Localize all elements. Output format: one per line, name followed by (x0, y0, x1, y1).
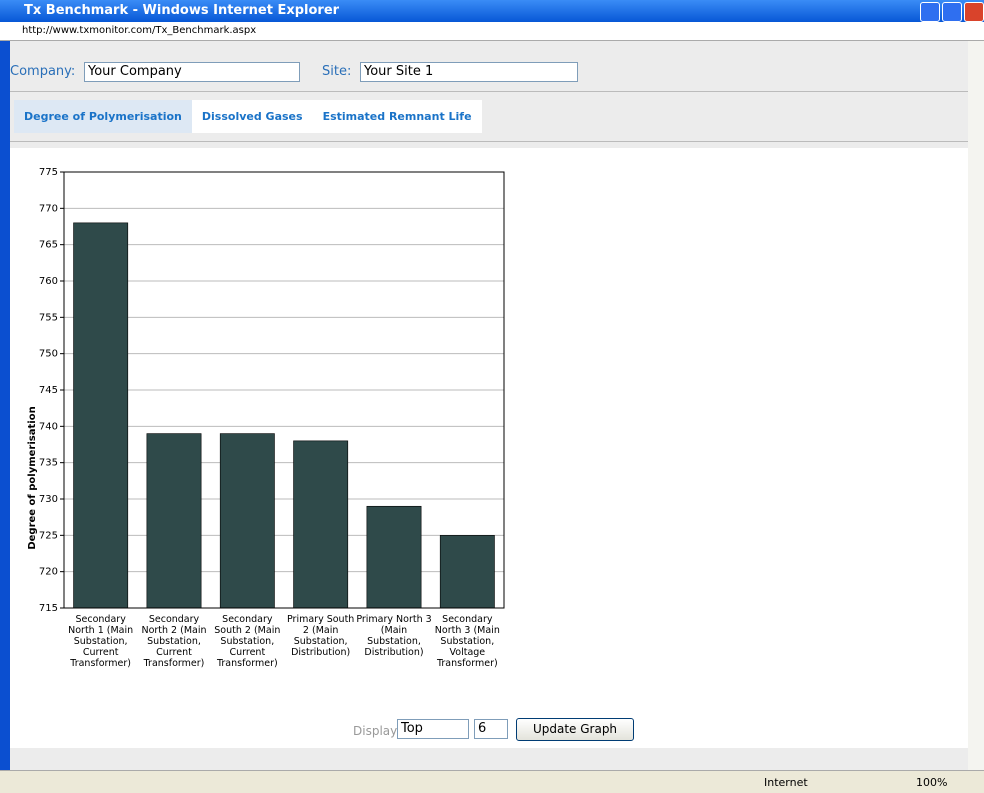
bar (439, 535, 495, 609)
bar (146, 433, 202, 609)
divider (10, 91, 968, 92)
y-tick-label: 735 (39, 458, 58, 469)
scrollbar (968, 41, 984, 770)
bar (73, 222, 129, 609)
x-tick-label: Primary South 2 (Main Substation, Distri… (286, 614, 355, 658)
company-select[interactable]: Your Company (84, 62, 300, 82)
chart: Degree of polymerisation 715 720 725 730 735… (27, 167, 505, 614)
address-bar: http://www.txmonitor.com/Tx_Benchmark.as… (0, 22, 984, 41)
update-button[interactable]: Update Graph (516, 718, 634, 741)
x-tick-label: Primary North 3 (Main Substation, Distri… (356, 614, 432, 658)
y-tick-label: 770 (39, 203, 58, 214)
y-tick-label: 740 (39, 421, 58, 432)
bar (366, 505, 422, 609)
minimize[interactable] (920, 2, 940, 22)
x-tick-label: Secondary North 3 (Main Substation, Volt… (434, 614, 500, 669)
zoom[interactable]: 100% (916, 776, 948, 789)
y-tick-label: 775 (39, 167, 58, 178)
y-tick-label: 715 (39, 603, 58, 614)
tab[interactable]: Degree of Polymerisation (14, 100, 192, 133)
window-title: Tx Benchmark - Windows Internet Explorer (24, 3, 340, 18)
y-tick-label: 725 (39, 530, 58, 541)
y-tick-label: 745 (39, 385, 58, 396)
plot-frame (63, 171, 505, 609)
y-tick-label: 720 (39, 567, 58, 578)
url[interactable]: http://www.txmonitor.com/Tx_Benchmark.as… (22, 25, 257, 36)
x-tick-label: Secondary South 2 (Main Substation, Curr… (214, 614, 281, 669)
content: Degree of polymerisation 715 720 725 730 735… (10, 148, 968, 748)
divider (10, 141, 968, 142)
status-bar: Internet 100% (0, 770, 984, 793)
maximize[interactable] (942, 2, 962, 22)
x-tick-label: Secondary North 1 (Main Substation, Curr… (68, 614, 134, 669)
y-tick-label: 765 (39, 240, 58, 251)
company-label: Company: (10, 64, 76, 79)
y-tick-label: 760 (39, 276, 58, 287)
y-tick-label: 750 (39, 349, 58, 360)
y-axis-label: Degree of polymerisation (27, 406, 38, 549)
zone: Internet (764, 776, 808, 789)
display-label: Display (353, 724, 398, 738)
tabs: Degree of Polymerisation Dissolved Gases E… (14, 100, 482, 133)
y-tick-label: 730 (39, 494, 58, 505)
tab[interactable]: Estimated Remnant Life (322, 110, 472, 123)
bar (219, 433, 275, 609)
page-area: Company: Your Company Site: Your Site 1 … (10, 41, 968, 770)
close[interactable] (964, 2, 984, 22)
display-select[interactable]: Top (397, 719, 469, 739)
tab[interactable]: Dissolved Gases (201, 110, 303, 123)
site-select[interactable]: Your Site 1 (360, 62, 578, 82)
bar (293, 440, 349, 609)
y-tick-label: 755 (39, 312, 58, 323)
count-input[interactable]: 6 (474, 719, 508, 739)
site-label: Site: (322, 64, 352, 79)
title-bar: Tx Benchmark - Windows Internet Explorer (0, 0, 984, 22)
x-tick-label: Secondary North 2 (Main Substation, Curr… (141, 614, 207, 669)
